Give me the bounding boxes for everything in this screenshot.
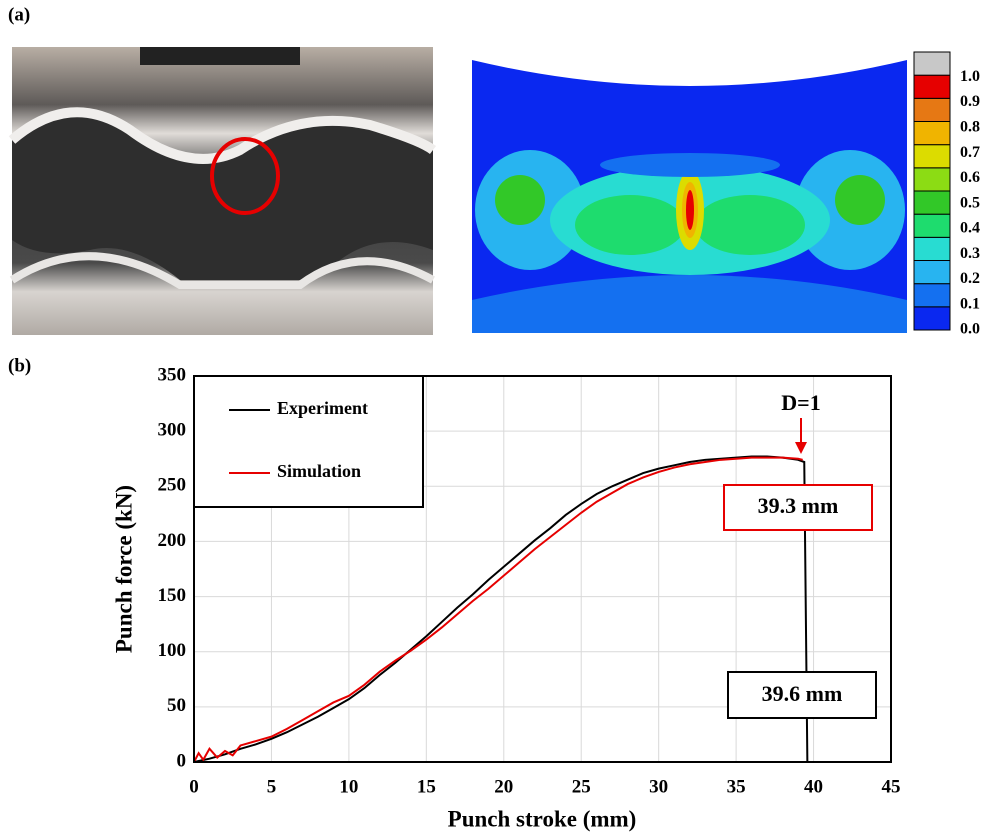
y-tick-label: 100 xyxy=(158,640,187,661)
colorbar-swatch xyxy=(914,214,950,237)
x-tick-label: 20 xyxy=(494,776,513,797)
legend-box xyxy=(194,376,423,507)
arrow-head xyxy=(795,442,807,454)
y-tick-label: 300 xyxy=(158,420,187,441)
colorbar-label: 0.1 xyxy=(960,295,980,312)
colorbar-label: 0.2 xyxy=(960,270,980,287)
colorbar-label: 0.0 xyxy=(960,321,980,338)
legend-label: Experiment xyxy=(277,398,368,418)
x-tick-label: 10 xyxy=(339,776,358,797)
colorbar-swatch xyxy=(914,98,950,121)
colorbar-label: 0.4 xyxy=(960,220,980,237)
colorbar-swatch xyxy=(914,191,950,214)
colorbar-swatch xyxy=(914,237,950,260)
colorbar-label: 0.3 xyxy=(960,245,980,262)
legend-label: Simulation xyxy=(277,461,361,481)
x-tick-label: 30 xyxy=(649,776,668,797)
contour-plot xyxy=(472,52,907,333)
y-axis-label: Punch force (kN) xyxy=(111,485,136,653)
figure: (a) (b) 0.0 0.1 0.2 0.3 0.4 0.5 0.6 0.7 0.8 0.9 1.… xyxy=(0,0,991,835)
x-tick-label: 35 xyxy=(727,776,746,797)
colorbar-swatch xyxy=(914,307,950,330)
y-tick-label: 250 xyxy=(158,475,187,496)
annotation: 39.6 mm xyxy=(762,681,843,706)
annotation: 39.3 mm xyxy=(758,493,839,518)
y-tick-label: 350 xyxy=(158,364,187,385)
panel-label: (b) xyxy=(8,355,31,376)
colorbar-label: 1.0 xyxy=(960,68,980,85)
colorbar-label: 0.9 xyxy=(960,93,980,110)
y-tick-label: 0 xyxy=(177,750,187,771)
colorbar-swatch xyxy=(914,261,950,284)
annotation: D=1 xyxy=(781,390,820,415)
colorbar-swatch xyxy=(914,75,950,98)
colorbar-swatch xyxy=(914,168,950,191)
colorbar-label: 0.5 xyxy=(960,194,980,211)
colorbar-swatch xyxy=(914,284,950,307)
panel-label: (a) xyxy=(8,4,30,25)
x-tick-label: 15 xyxy=(417,776,436,797)
y-tick-label: 150 xyxy=(158,585,187,606)
x-tick-label: 0 xyxy=(189,776,199,797)
colorbar-swatch xyxy=(914,52,950,75)
colorbar-label: 0.6 xyxy=(960,169,980,186)
colorbar-label: 0.8 xyxy=(960,118,980,135)
y-tick-label: 200 xyxy=(158,530,187,551)
x-tick-label: 45 xyxy=(882,776,901,797)
x-axis-label: Punch stroke (mm) xyxy=(448,806,637,831)
x-tick-label: 40 xyxy=(804,776,823,797)
colorbar: 0.0 0.1 0.2 0.3 0.4 0.5 0.6 0.7 0.8 0.9 1.0 xyxy=(914,52,980,338)
colorbar-swatch xyxy=(914,145,950,168)
x-tick-label: 25 xyxy=(572,776,591,797)
colorbar-swatch xyxy=(914,122,950,145)
photo xyxy=(12,47,433,335)
y-tick-label: 50 xyxy=(167,695,186,716)
colorbar-label: 0.7 xyxy=(960,144,980,161)
x-tick-label: 5 xyxy=(267,776,277,797)
